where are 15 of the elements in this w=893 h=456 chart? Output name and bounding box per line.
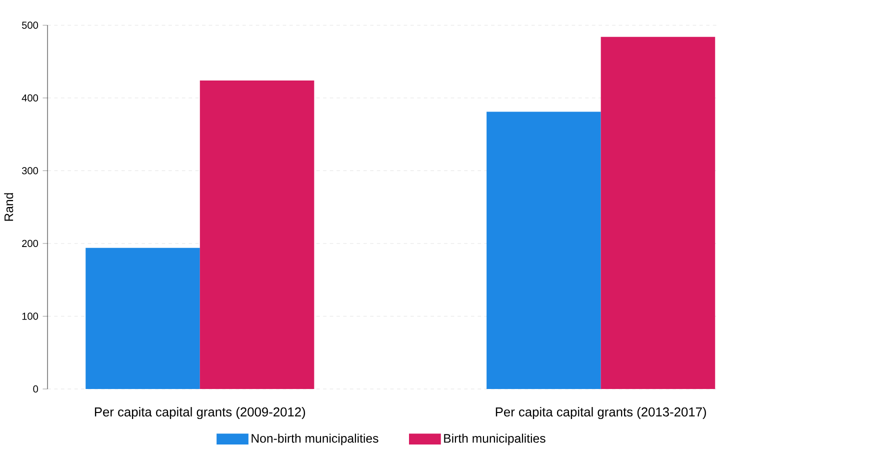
y-tick-label: 200 bbox=[22, 240, 38, 247]
y-tick-label: 100 bbox=[22, 312, 38, 320]
bar bbox=[86, 248, 200, 389]
y-axis-title: Rand bbox=[4, 193, 14, 221]
bar bbox=[600, 36, 716, 389]
y-tick-label: 400 bbox=[22, 94, 38, 102]
bar bbox=[486, 112, 601, 389]
y-tick-label: 0 bbox=[33, 385, 38, 392]
x-tick-label: Per capita capital grants (2013-2017) bbox=[496, 406, 706, 419]
legend-label: Birth municipalities bbox=[444, 434, 546, 446]
bar bbox=[200, 80, 314, 389]
y-tick-label: 500 bbox=[22, 22, 38, 29]
x-tick-label: Per capita capital grants (2009-2012) bbox=[94, 406, 306, 419]
legend-label: Non-birth municipalities bbox=[252, 434, 378, 446]
y-tick-label: 300 bbox=[22, 167, 38, 174]
